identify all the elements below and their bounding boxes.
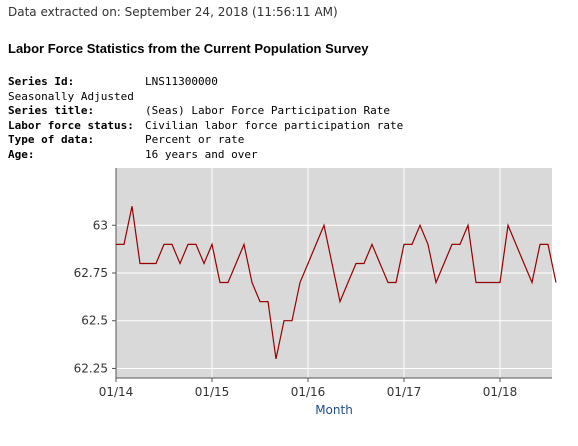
series-id-label: Series Id: [8,75,75,88]
y-tick-label: 62.25 [74,361,108,375]
x-tick-label: 01/14 [99,385,134,399]
age-row: Age: 16 years and over [8,147,258,163]
age-label: Age: [8,147,35,161]
y-tick-label: 62.75 [74,266,108,280]
x-axis-title: Month [315,403,353,417]
series-title-value: (Seas) Labor Force Participation Rate [145,104,391,118]
status-value: Civilian labor force participation rate [145,118,404,132]
series-id-row: Series Id: LNS11300000 [8,75,218,90]
type-row: Type of data: Percent or rate [8,133,244,148]
series-line [116,206,557,360]
series-id-value: LNS11300000 [145,75,218,88]
x-tick-label: 01/18 [483,385,518,399]
series-title-row: Series title: (Seas) Labor Force Partici… [8,104,390,119]
status-row: Labor force status: Civilian labor force… [8,118,403,134]
age-value: 16 years and over [145,147,258,161]
x-tick-label: 01/15 [195,385,230,399]
y-axis-ticks: 62.25 62.5 62.75 63 [74,218,116,375]
adjustment-value: Seasonally Adjusted [8,89,134,103]
y-tick-label: 63 [93,218,108,232]
series-metadata: Series Id: LNS11300000 Seasonally Adjust… [8,75,403,163]
type-value: Percent or rate [145,133,245,147]
status-label: Labor force status: [8,118,134,132]
x-tick-label: 01/16 [291,385,326,399]
adjustment-row: Seasonally Adjusted [8,90,134,105]
page-title: Labor Force Statistics from the Current … [8,41,369,56]
extraction-date: Data extracted on: September 24, 2018 (1… [8,5,338,19]
x-tick-label: 01/17 [387,385,422,399]
type-label: Type of data: [8,133,95,147]
series-title-label: Series title: [8,104,95,118]
y-tick-label: 62.5 [81,314,108,328]
x-axis-ticks: 01/14 01/15 01/16 01/17 01/18 [99,378,518,399]
